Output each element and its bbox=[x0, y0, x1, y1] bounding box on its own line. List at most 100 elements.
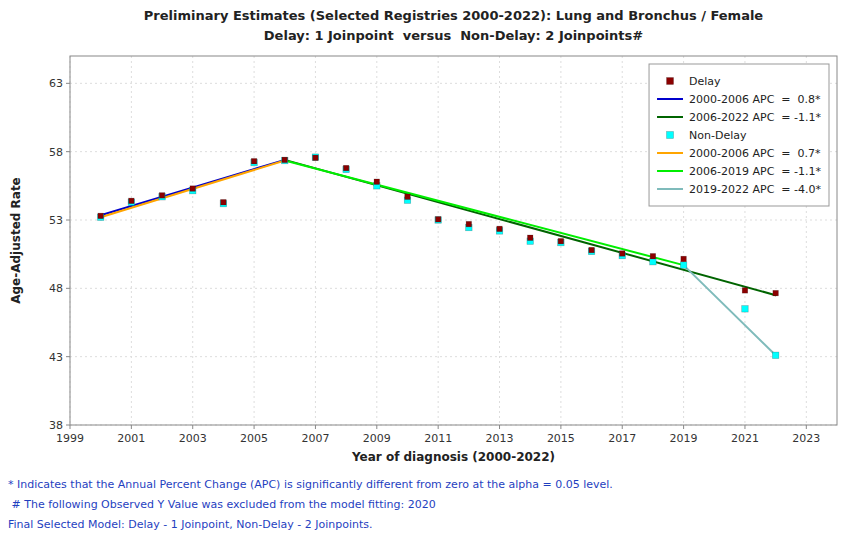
tick-mark bbox=[66, 151, 70, 152]
legend-label: Delay bbox=[689, 75, 721, 88]
grid-line bbox=[70, 220, 837, 221]
x-axis-label: Year of diagnosis (2000-2022) bbox=[351, 450, 555, 464]
x-tick-label: 2007 bbox=[301, 432, 329, 445]
point bbox=[558, 239, 565, 246]
chart: 1999200120032005200720092011201320152017… bbox=[0, 0, 857, 554]
point bbox=[97, 214, 104, 221]
tick-mark bbox=[66, 220, 70, 221]
point bbox=[251, 159, 258, 166]
legend-label: Non-Delay bbox=[689, 129, 747, 142]
tick-mark bbox=[131, 425, 132, 429]
point bbox=[650, 258, 657, 265]
tick-mark bbox=[66, 425, 70, 426]
grid-line bbox=[622, 56, 623, 425]
point bbox=[773, 290, 779, 296]
tick-mark bbox=[806, 425, 807, 429]
point bbox=[343, 166, 350, 173]
x-tick-label: 2017 bbox=[608, 432, 636, 445]
point bbox=[680, 262, 687, 269]
point bbox=[435, 217, 441, 223]
tick-mark bbox=[499, 425, 500, 429]
trend-line bbox=[101, 161, 285, 218]
grid-line bbox=[315, 56, 316, 425]
point bbox=[98, 213, 104, 219]
tick-mark bbox=[376, 425, 377, 429]
x-tick-label: 2015 bbox=[547, 432, 575, 445]
point bbox=[527, 235, 533, 241]
y-tick-label: 53 bbox=[49, 214, 63, 227]
point bbox=[313, 155, 319, 161]
title: Preliminary Estimates (Selected Registri… bbox=[144, 8, 764, 23]
point bbox=[650, 253, 656, 259]
x-tick-label: 2021 bbox=[731, 432, 759, 445]
point bbox=[497, 226, 503, 232]
legend-swatch bbox=[657, 116, 683, 118]
tick-mark bbox=[254, 425, 255, 429]
grid-line bbox=[499, 56, 500, 425]
tick-mark bbox=[70, 425, 71, 429]
point bbox=[251, 158, 257, 164]
x-tick-label: 2011 bbox=[424, 432, 452, 445]
point bbox=[742, 306, 749, 313]
tick-mark bbox=[66, 288, 70, 289]
legend-label: 2000-2006 APC = 0.7* bbox=[689, 147, 821, 160]
tick-mark bbox=[622, 425, 623, 429]
x-tick-label: 1999 bbox=[56, 432, 84, 445]
x-tick-label: 2023 bbox=[792, 432, 820, 445]
point bbox=[588, 248, 595, 255]
tick-mark bbox=[438, 425, 439, 429]
point bbox=[435, 217, 442, 224]
grid-line bbox=[70, 356, 837, 357]
point bbox=[282, 157, 288, 163]
grid-line bbox=[70, 288, 837, 289]
point bbox=[159, 193, 165, 199]
ticks: 1999200120032005200720092011201320152017… bbox=[49, 77, 820, 445]
point bbox=[589, 247, 595, 253]
legend-label: 2019-2022 APC = -4.0* bbox=[689, 183, 821, 196]
tick-mark bbox=[192, 425, 193, 429]
point bbox=[159, 194, 166, 201]
grid-line bbox=[192, 56, 193, 425]
point bbox=[220, 200, 227, 207]
y-tick-label: 43 bbox=[49, 351, 63, 364]
legend-label: 2000-2006 APC = 0.8* bbox=[689, 93, 821, 106]
x-tick-label: 2009 bbox=[363, 432, 391, 445]
legend-swatch bbox=[657, 170, 683, 172]
trend-line bbox=[285, 161, 684, 266]
y-axis-label: Age-Adjusted Rate bbox=[9, 177, 23, 304]
y-tick-label: 38 bbox=[49, 419, 63, 432]
point bbox=[558, 238, 564, 244]
legend-box bbox=[649, 64, 829, 206]
point bbox=[129, 198, 135, 204]
point bbox=[221, 199, 227, 205]
point bbox=[772, 352, 779, 359]
footnote: * Indicates that the Annual Percent Chan… bbox=[8, 478, 613, 491]
legend-swatch bbox=[657, 152, 683, 154]
legend-swatch bbox=[667, 132, 674, 139]
subtitle: Delay: 1 Joinpoint versus Non-Delay: 2 J… bbox=[264, 28, 643, 43]
y-tick-label: 48 bbox=[49, 282, 63, 295]
grid-line bbox=[438, 56, 439, 425]
legend-swatch bbox=[657, 98, 683, 100]
grid bbox=[70, 56, 837, 425]
legend-swatch bbox=[657, 188, 683, 190]
point bbox=[374, 179, 380, 185]
legend-label: 2006-2019 APC = -1.1* bbox=[689, 165, 821, 178]
point bbox=[343, 165, 349, 171]
footnote: # The following Observed Y Value was exc… bbox=[8, 498, 436, 511]
x-tick-label: 2001 bbox=[117, 432, 145, 445]
y-tick-label: 63 bbox=[49, 77, 63, 90]
point bbox=[742, 288, 748, 294]
legend: Delay2000-2006 APC = 0.8*2006-2022 APC =… bbox=[649, 64, 829, 206]
point bbox=[128, 199, 135, 206]
plot-frame bbox=[70, 56, 837, 425]
point bbox=[466, 221, 472, 227]
trend-line bbox=[684, 265, 776, 355]
x-tick-label: 2013 bbox=[486, 432, 514, 445]
tick-mark bbox=[66, 356, 70, 357]
tick-mark bbox=[744, 425, 745, 429]
point bbox=[405, 194, 411, 200]
point bbox=[681, 256, 687, 262]
point bbox=[190, 186, 196, 192]
x-tick-label: 2003 bbox=[179, 432, 207, 445]
